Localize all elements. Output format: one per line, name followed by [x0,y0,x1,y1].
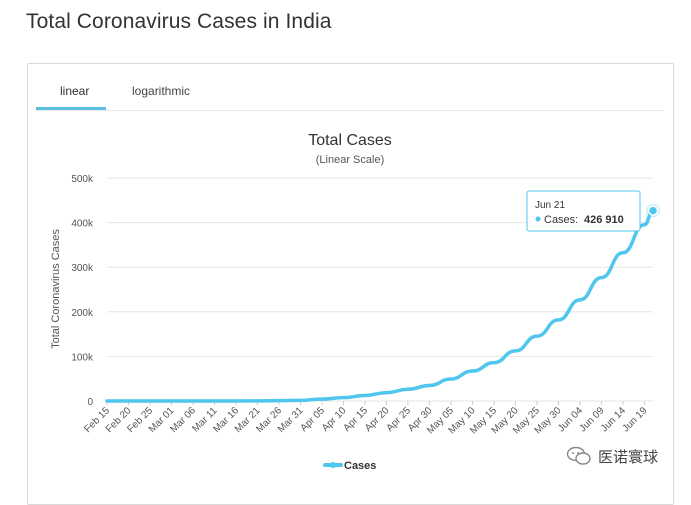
legend-swatch-dot [330,462,336,468]
chart-subtitle: (Linear Scale) [316,154,384,166]
y-tick-label: 200k [71,308,94,319]
tooltip: Jun 21 Cases: 426 910 [526,190,641,232]
tooltip-box [526,190,641,232]
x-tick-label: Jun 19 [621,405,650,434]
series-line-cases [105,208,655,403]
tooltip-value: 426 910 [584,214,624,226]
chart-panel: linear logarithmic [27,63,674,505]
wechat-icon [566,446,591,465]
tooltip-series-label: Cases: [544,214,578,226]
tab-logarithmic[interactable]: logarithmic [132,84,191,98]
watermark: 医诺寰球 [566,445,658,467]
y-tick-label: 500k [71,174,94,185]
scale-tabs: linear logarithmic [36,64,664,111]
legend[interactable]: Cases [323,460,376,472]
legend-label[interactable]: Cases [344,460,376,472]
series-layer [105,203,660,403]
chart-title: Total Cases [308,132,392,149]
data-point-jun-21 [647,205,659,216]
page-title: Total Coronavirus Cases in India [26,10,332,33]
tooltip-marker [535,216,541,222]
y-tick-label: 0 [87,397,93,408]
active-tab-indicator [36,107,106,110]
watermark-text: 医诺寰球 [598,447,659,466]
chart-svg: Total Cases (Linear Scale) Total Coronav… [50,132,660,472]
y-tick-labels: 0 100k 200k 300k 400k 500k [71,174,94,408]
y-tick-label: 300k [71,263,94,274]
y-axis-label: Total Coronavirus Cases [50,229,62,349]
tooltip-date: Jun 21 [535,200,565,211]
tab-linear[interactable]: linear [60,84,90,98]
y-tick-label: 100k [71,352,94,363]
y-tick-label: 400k [71,219,94,230]
